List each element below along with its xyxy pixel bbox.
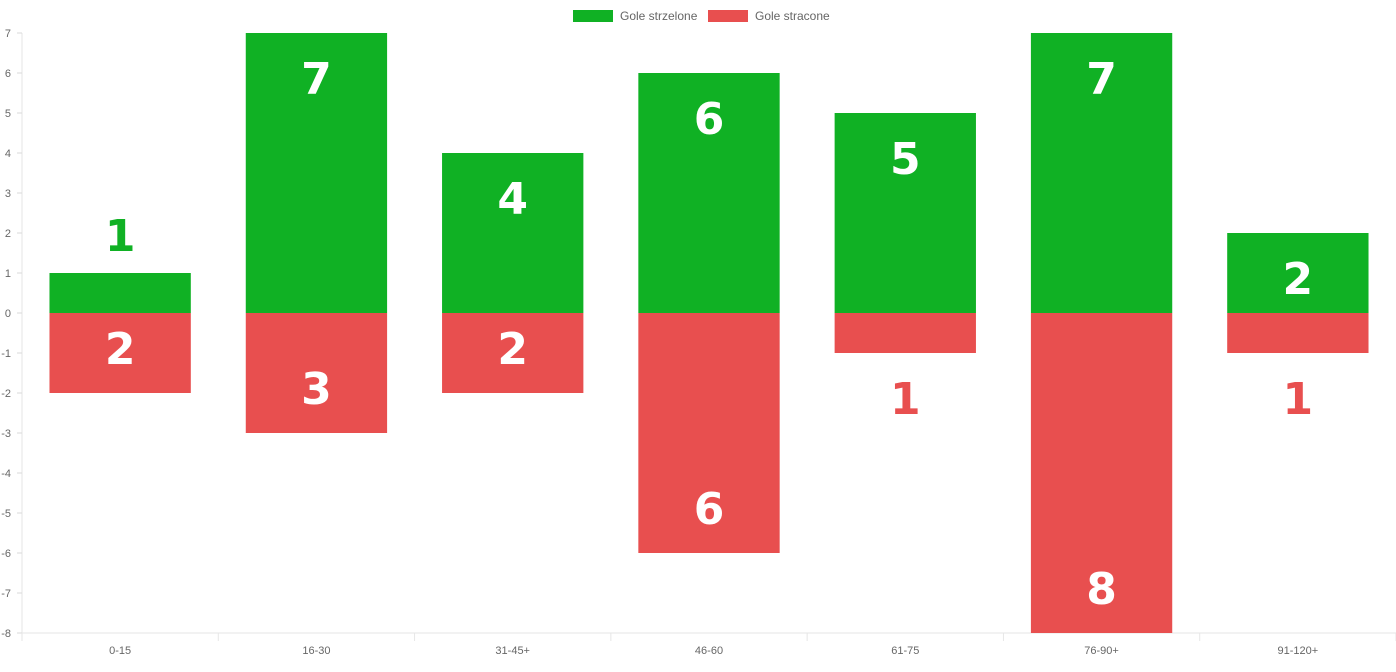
data-label-scored-1: 1 — [105, 211, 136, 262]
bar-conceded-4[interactable] — [638, 313, 780, 553]
legend-label-1[interactable]: Gole strzelone — [620, 9, 698, 23]
y-tick-label: -2 — [1, 388, 11, 400]
x-axis: 0-15 16-30 31-45+ 46-60 61-75 76-90+ 91-120+ — [21, 632, 1396, 657]
x-tick-label: 76-90+ — [1084, 645, 1119, 657]
data-label-conceded-4: 6 — [694, 484, 725, 535]
bar-conceded-7[interactable] — [1227, 313, 1369, 353]
data-label-conceded-6: 8 — [1086, 564, 1117, 615]
bar-conceded-1[interactable] — [49, 313, 191, 393]
data-labels: 1 7 4 6 5 7 2 2 3 2 6 1 8 1 — [105, 54, 1313, 615]
data-label-scored-2: 7 — [301, 54, 332, 105]
x-tick-label: 0-15 — [109, 645, 131, 657]
bar-scored-4[interactable] — [638, 73, 780, 313]
bar-scored-6[interactable] — [1030, 33, 1173, 313]
y-tick-label: 7 — [5, 28, 11, 40]
data-label-scored-5: 5 — [890, 134, 921, 185]
legend-swatch-1[interactable] — [573, 10, 613, 22]
y-tick-label: -4 — [1, 468, 11, 480]
bar-conceded-2[interactable] — [245, 313, 388, 433]
y-tick-label: -1 — [1, 348, 11, 360]
y-tick-label: -7 — [1, 588, 11, 600]
y-tick-label: 1 — [5, 268, 11, 280]
y-tick-label: 0 — [5, 308, 11, 320]
y-tick-label: 2 — [5, 228, 11, 240]
bar-scored-3[interactable] — [442, 153, 584, 313]
bar-conceded-5[interactable] — [834, 313, 976, 353]
bar-scored-5[interactable] — [834, 113, 976, 313]
y-tick-label: 3 — [5, 188, 11, 200]
data-label-conceded-5: 1 — [890, 374, 921, 425]
data-label-conceded-7: 1 — [1283, 374, 1314, 425]
legend-swatch-2[interactable] — [708, 10, 748, 22]
data-label-conceded-3: 2 — [497, 324, 528, 375]
y-tick-label: -6 — [1, 548, 11, 560]
x-tick-label: 91-120+ — [1278, 645, 1319, 657]
legend: Gole strzelone Gole stracone — [573, 9, 830, 23]
bar-scored-1[interactable] — [49, 273, 191, 313]
x-tick-label: 31-45+ — [495, 645, 530, 657]
y-tick-label: -5 — [1, 508, 11, 520]
bar-conceded-6[interactable] — [1030, 313, 1173, 633]
y-tick-label: -3 — [1, 428, 11, 440]
bar-conceded-3[interactable] — [442, 313, 584, 393]
data-label-conceded-1: 2 — [105, 324, 136, 375]
y-tick-label: -8 — [1, 628, 11, 640]
y-tick-label: 5 — [5, 108, 11, 120]
x-tick-label: 16-30 — [302, 645, 330, 657]
bars — [49, 33, 1369, 633]
bar-scored-2[interactable] — [245, 33, 388, 313]
data-label-conceded-2: 3 — [301, 364, 332, 415]
data-label-scored-6: 7 — [1086, 54, 1117, 105]
data-label-scored-7: 2 — [1283, 254, 1314, 305]
x-tick-label: 61-75 — [891, 645, 919, 657]
data-label-scored-3: 4 — [497, 174, 528, 225]
x-tick-label: 46-60 — [695, 645, 723, 657]
y-tick-label: 6 — [5, 68, 11, 80]
data-label-scored-4: 6 — [694, 94, 725, 145]
y-axis: 7 6 5 4 3 2 1 0 -1 -2 -3 -4 -5 -6 -7 -8 — [1, 28, 23, 640]
y-tick-label: 4 — [5, 148, 11, 160]
bar-scored-7[interactable] — [1227, 233, 1369, 313]
legend-label-2[interactable]: Gole stracone — [755, 9, 830, 23]
